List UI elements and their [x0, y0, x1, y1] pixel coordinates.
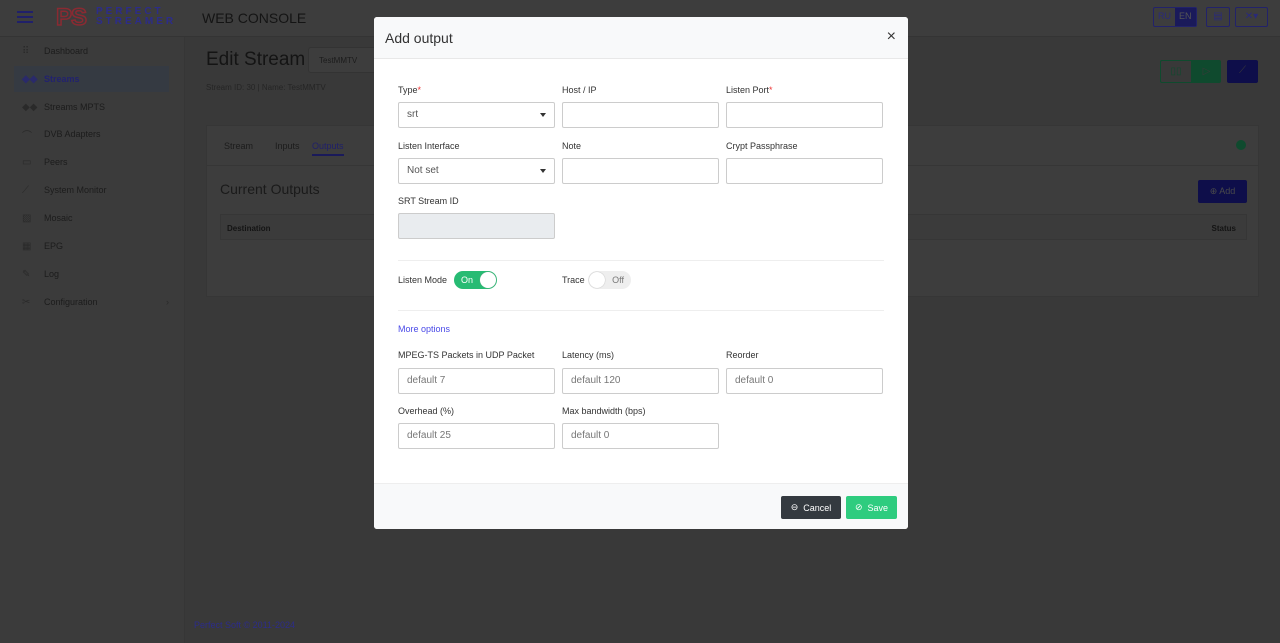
- sidebar-item-dvb-adapters[interactable]: ⌒ DVB Adapters: [14, 121, 169, 147]
- sidebar-item-epg[interactable]: ▦ EPG: [22, 240, 64, 252]
- note-input[interactable]: [562, 158, 719, 184]
- cancel-button[interactable]: ⊖ Cancel: [781, 496, 841, 519]
- modal-footer: ⊖ Cancel ⊘ Save: [374, 483, 908, 529]
- srt-stream-id-label: SRT Stream ID: [398, 196, 459, 206]
- logo-text: PERFECT STREAMER: [96, 6, 177, 27]
- plus-circle-icon: ⊕: [1209, 186, 1220, 196]
- tools-menu-icon[interactable]: ✕▾: [1235, 7, 1268, 27]
- sidebar: ⠿ Dashboard ◆◆ Streams ◆◆ Streams MPTS ⌒ DVB…: [0, 37, 185, 643]
- logo: PS: [55, 3, 88, 32]
- calendar-icon: ▦: [22, 240, 32, 252]
- passphrase-label: Crypt Passphrase: [726, 141, 798, 151]
- edit-icon: ✎: [22, 268, 31, 280]
- sidebar-item-streams[interactable]: ◆◆ Streams: [14, 66, 169, 92]
- srt-stream-id-input[interactable]: [398, 213, 555, 239]
- streams-icon: ◆◆: [22, 73, 38, 85]
- language-switch[interactable]: RU EN: [1153, 7, 1197, 27]
- add-output-button[interactable]: ⊕ Add: [1198, 180, 1247, 203]
- stream-controls: ▯▯ ▷: [1160, 60, 1221, 83]
- monitor-button[interactable]: ⟋: [1227, 60, 1258, 83]
- overhead-input[interactable]: default 25: [398, 423, 555, 449]
- passphrase-input[interactable]: [726, 158, 883, 184]
- latency-input[interactable]: default 120: [562, 368, 719, 394]
- type-label: Type*: [398, 85, 422, 95]
- lang-ru[interactable]: RU: [1158, 11, 1171, 21]
- lang-en[interactable]: EN: [1175, 8, 1196, 26]
- latency-label: Latency (ms): [562, 350, 615, 360]
- trace-label: Trace: [562, 275, 585, 285]
- listen-mode-toggle[interactable]: On: [454, 271, 497, 289]
- peers-icon: ▭: [22, 156, 32, 168]
- sidebar-item-log[interactable]: ✎ Log: [22, 268, 60, 280]
- mpegts-label: MPEG-TS Packets in UDP Packet: [398, 350, 535, 360]
- stream-subtitle: Stream ID: 30 | Name: TestMMTV: [206, 83, 326, 92]
- sidebar-item-mosaic[interactable]: ▨ Mosaic: [22, 212, 73, 224]
- chevron-right-icon: ›: [166, 297, 169, 307]
- type-select[interactable]: srt: [398, 102, 555, 128]
- host-label: Host / IP: [562, 85, 597, 95]
- modal-title: Add output: [385, 30, 453, 46]
- sidebar-item-dashboard[interactable]: ⠿ Dashboard: [22, 45, 89, 57]
- listen-port-input[interactable]: [726, 102, 883, 128]
- sidebar-item-configuration[interactable]: ✂ Configuration ›: [22, 296, 169, 308]
- more-options-link[interactable]: More options: [398, 324, 451, 334]
- play-button[interactable]: ▷: [1191, 61, 1220, 82]
- tab-stream[interactable]: Stream: [224, 141, 254, 151]
- trace-toggle[interactable]: Off: [588, 271, 631, 289]
- save-button[interactable]: ⊘ Save: [846, 496, 897, 519]
- tools-icon: ✂: [22, 296, 31, 308]
- divider: [398, 260, 884, 261]
- listen-interface-select[interactable]: Not set: [398, 158, 555, 184]
- save-config-icon[interactable]: ▤: [1206, 7, 1230, 27]
- column-destination: Destination: [227, 224, 271, 233]
- grid-icon: ⠿: [22, 45, 30, 57]
- satellite-icon: ⌒: [22, 130, 32, 142]
- note-label: Note: [562, 141, 582, 151]
- check-circle-icon: ⊘: [854, 502, 863, 512]
- tab-outputs[interactable]: Outputs: [312, 141, 344, 156]
- streams-icon: ◆◆: [22, 101, 38, 113]
- max-bandwidth-input[interactable]: default 0: [562, 423, 719, 449]
- page-title: Edit Stream: [206, 49, 306, 70]
- sidebar-item-peers[interactable]: ▭ Peers: [22, 156, 68, 168]
- menu-icon[interactable]: [17, 11, 33, 23]
- add-output-modal: Add output × Type* srt Host / IP Listen …: [374, 17, 908, 529]
- minus-circle-icon: ⊖: [790, 502, 799, 512]
- max-bandwidth-label: Max bandwidth (bps): [562, 406, 646, 416]
- image-icon: ▨: [22, 212, 32, 224]
- footer: Perfect Soft © 2011-2024: [194, 620, 296, 630]
- app-title: WEB CONSOLE: [202, 10, 307, 26]
- chart-icon: ⟋: [22, 184, 29, 196]
- section-title: Current Outputs: [220, 181, 320, 197]
- host-input[interactable]: [562, 102, 719, 128]
- sidebar-item-system-monitor[interactable]: ⟋ System Monitor: [22, 184, 107, 196]
- status-indicator: [1236, 140, 1246, 150]
- divider: [398, 310, 884, 311]
- listen-port-label: Listen Port*: [726, 85, 773, 95]
- mpegts-input[interactable]: default 7: [398, 368, 555, 394]
- column-status: Status: [1211, 224, 1236, 233]
- reorder-label: Reorder: [726, 350, 759, 360]
- tab-inputs[interactable]: Inputs: [275, 141, 300, 151]
- pause-button[interactable]: ▯▯: [1170, 66, 1182, 77]
- overhead-label: Overhead (%): [398, 406, 455, 416]
- reorder-input[interactable]: default 0: [726, 368, 883, 394]
- stream-select[interactable]: TestMMTV: [308, 47, 378, 73]
- listen-mode-label: Listen Mode: [398, 275, 448, 285]
- sidebar-item-streams-mpts[interactable]: ◆◆ Streams MPTS: [22, 101, 106, 113]
- close-icon[interactable]: ×: [886, 28, 896, 45]
- listen-interface-label: Listen Interface: [398, 141, 460, 151]
